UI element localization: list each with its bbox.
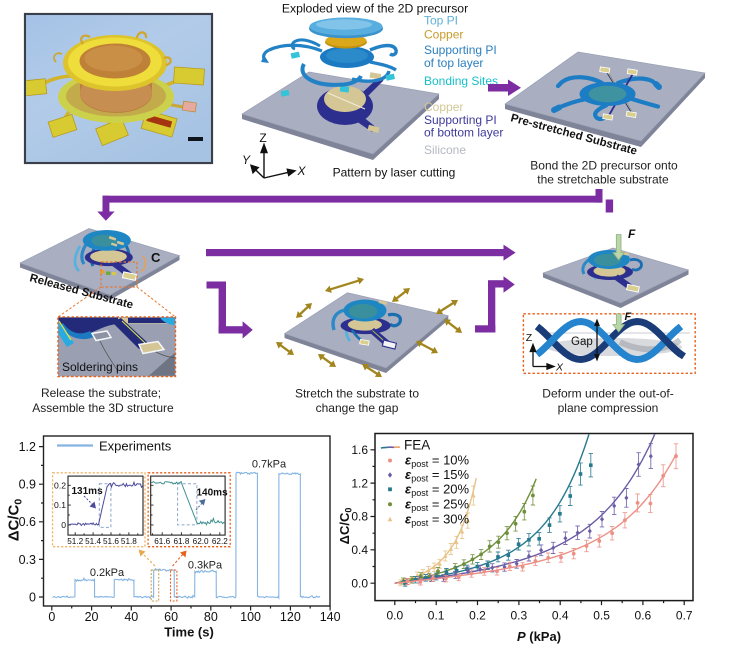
svg-text:1.6: 1.6 [351, 443, 368, 457]
svg-text:80: 80 [204, 610, 218, 624]
svg-text:Soldering pins: Soldering pins [62, 360, 138, 374]
svg-text:1.2: 1.2 [351, 476, 368, 490]
svg-text:Silicone: Silicone [424, 143, 466, 157]
svg-text:0.5: 0.5 [593, 609, 610, 623]
svg-text:0: 0 [61, 520, 66, 530]
svg-text:62.0: 62.0 [193, 537, 209, 546]
svg-text:Release the substrate;: Release the substrate; [41, 386, 161, 400]
svg-text:0.1: 0.1 [428, 609, 445, 623]
svg-text:Stretch the substrate to: Stretch the substrate to [295, 387, 419, 401]
svg-text:51.2: 51.2 [67, 537, 83, 546]
svg-text:Time (s): Time (s) [164, 625, 214, 640]
svg-text:0.0: 0.0 [386, 609, 403, 623]
svg-text:0: 0 [48, 610, 55, 624]
svg-text:Gap: Gap [571, 336, 593, 348]
svg-text:62.2: 62.2 [212, 537, 228, 546]
svg-text:140ms: 140ms [197, 488, 229, 499]
svg-text:FEA: FEA [404, 438, 430, 453]
svg-text:P (kPa): P (kPa) [517, 629, 561, 644]
svg-text:X: X [555, 362, 564, 374]
svg-text:plane compression: plane compression [558, 401, 659, 415]
svg-text:Bonding Sites: Bonding Sites [424, 74, 498, 88]
svg-text:Supporting PI: Supporting PI [424, 43, 497, 57]
svg-text:0.8: 0.8 [351, 510, 368, 524]
svg-text:0.9: 0.9 [19, 478, 36, 492]
svg-text:Supporting PI: Supporting PI [424, 113, 497, 127]
svg-text:51.4: 51.4 [85, 537, 101, 546]
svg-text:Z: Z [526, 332, 533, 344]
svg-text:0.2kPa: 0.2kPa [90, 567, 125, 579]
svg-text:20: 20 [85, 610, 99, 624]
svg-text:100: 100 [240, 610, 261, 624]
svg-text:Copper: Copper [424, 100, 463, 114]
svg-text:the stretchable substrate: the stretchable substrate [537, 173, 669, 187]
svg-text:F: F [625, 311, 632, 323]
svg-text:F: F [628, 227, 636, 241]
svg-text:Z: Z [259, 131, 266, 145]
svg-text:εpost = 25%: εpost = 25% [405, 496, 470, 513]
svg-text:0.3kPa: 0.3kPa [188, 560, 223, 572]
svg-text:X: X [297, 164, 307, 178]
svg-text:εpost = 10%: εpost = 10% [405, 453, 470, 470]
svg-text:0.7: 0.7 [676, 609, 693, 623]
svg-text:Bond the 2D precursor onto: Bond the 2D precursor onto [530, 159, 678, 173]
svg-text:Top PI: Top PI [424, 14, 458, 28]
svg-text:0.4: 0.4 [552, 609, 569, 623]
svg-text:εpost = 15%: εpost = 15% [405, 467, 470, 484]
svg-text:Pattern by laser cutting: Pattern by laser cutting [333, 166, 456, 180]
svg-text:0.6: 0.6 [19, 515, 36, 529]
svg-text:Copper: Copper [424, 28, 463, 42]
svg-text:40: 40 [124, 610, 138, 624]
svg-text:change the gap: change the gap [316, 401, 399, 415]
svg-text:0.3: 0.3 [19, 553, 36, 567]
svg-text:0.2: 0.2 [54, 480, 66, 490]
svg-text:61.6: 61.6 [154, 537, 170, 546]
svg-text:120: 120 [280, 610, 301, 624]
svg-text:0.1: 0.1 [54, 500, 66, 510]
svg-text:εpost = 30%: εpost = 30% [405, 511, 470, 528]
svg-text:0.4: 0.4 [351, 543, 368, 557]
svg-text:ΔC/C0: ΔC/C0 [337, 508, 354, 545]
svg-text:51.6: 51.6 [103, 537, 119, 546]
svg-text:60: 60 [164, 610, 178, 624]
svg-text:of bottom layer: of bottom layer [424, 126, 503, 140]
svg-text:Exploded view of the 2D precur: Exploded view of the 2D precursor [282, 2, 468, 16]
svg-text:0.6: 0.6 [635, 609, 652, 623]
svg-text:61.8: 61.8 [173, 537, 189, 546]
svg-text:0.2: 0.2 [469, 609, 486, 623]
svg-text:Experiments: Experiments [99, 439, 172, 454]
svg-text:0: 0 [29, 590, 36, 604]
svg-text:51.8: 51.8 [121, 537, 137, 546]
svg-text:Y: Y [242, 153, 251, 167]
svg-text:0.7kPa: 0.7kPa [252, 459, 287, 471]
svg-text:C: C [151, 250, 161, 265]
svg-text:of top layer: of top layer [424, 56, 483, 70]
svg-text:131ms: 131ms [72, 486, 104, 497]
svg-text:140: 140 [320, 610, 341, 624]
svg-text:0.3: 0.3 [511, 609, 528, 623]
svg-text:1.2: 1.2 [19, 440, 36, 454]
svg-text:Assemble the 3D structure: Assemble the 3D structure [32, 401, 174, 415]
svg-text:ΔC/C0: ΔC/C0 [6, 499, 25, 542]
svg-text:0.0: 0.0 [351, 576, 368, 590]
svg-text:εpost = 20%: εpost = 20% [405, 481, 470, 498]
svg-text:Deform under the out-of-: Deform under the out-of- [542, 387, 673, 401]
